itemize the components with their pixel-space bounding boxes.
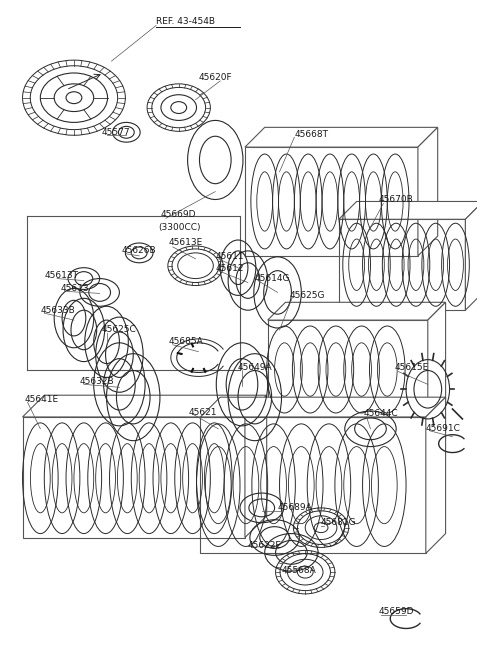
Text: 45614G: 45614G [255,274,290,283]
Text: 45689A: 45689A [277,504,312,512]
Polygon shape [418,127,438,256]
Text: REF. 43-454B: REF. 43-454B [156,17,215,26]
Text: 45620F: 45620F [199,73,232,83]
Text: 45659D: 45659D [378,607,414,616]
Text: 45641E: 45641E [24,395,59,403]
Text: 45691C: 45691C [426,424,461,434]
Polygon shape [466,202,480,310]
Polygon shape [428,303,445,417]
Text: 45681G: 45681G [321,518,357,527]
Text: 45626B: 45626B [121,246,156,255]
Text: 45669D: 45669D [161,210,196,219]
Text: 45633B: 45633B [40,306,75,314]
Polygon shape [339,202,480,219]
Text: 45649A: 45649A [238,363,273,372]
Polygon shape [245,127,438,147]
Text: 45670B: 45670B [378,195,413,204]
Text: 45613: 45613 [60,284,89,293]
Text: 45644C: 45644C [363,409,398,419]
Polygon shape [245,395,267,538]
Text: 45613E: 45613E [169,238,203,248]
Text: 45622E: 45622E [248,541,282,550]
Text: 45668T: 45668T [294,130,328,139]
Polygon shape [426,397,445,553]
Text: 45613T: 45613T [44,271,78,280]
Text: 45568A: 45568A [281,566,316,574]
Text: 45615E: 45615E [394,363,429,372]
Text: 45625C: 45625C [102,326,136,335]
Polygon shape [201,397,445,417]
Text: 45632B: 45632B [80,377,115,386]
Text: 45612: 45612 [216,264,244,273]
Text: 45577: 45577 [102,128,130,137]
Text: (3300CC): (3300CC) [158,223,201,232]
Text: 45611: 45611 [216,252,244,261]
Text: 45621: 45621 [189,407,217,417]
Polygon shape [23,395,267,417]
Polygon shape [268,303,445,320]
Text: 45625G: 45625G [289,291,325,300]
Text: 45685A: 45685A [169,337,204,346]
